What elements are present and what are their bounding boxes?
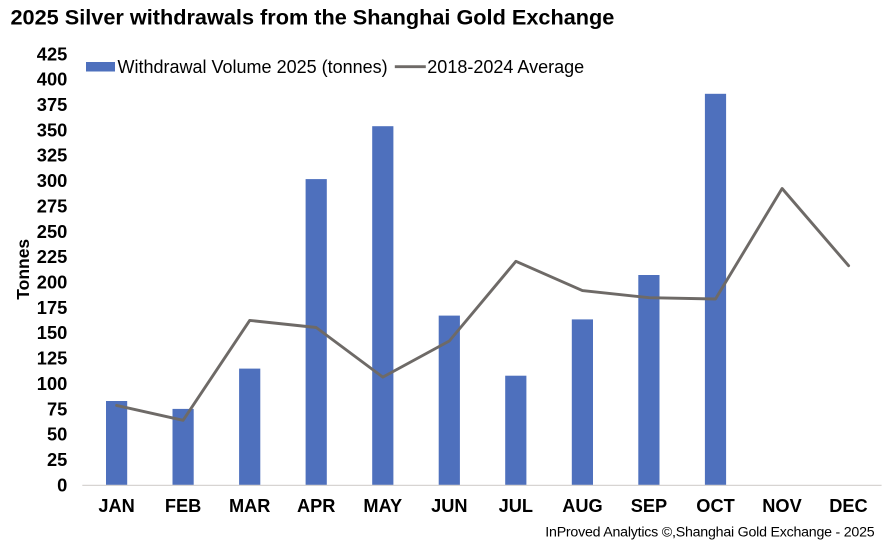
svg-text:MAR: MAR: [229, 496, 270, 516]
svg-text:DEC: DEC: [829, 496, 867, 516]
svg-text:175: 175: [37, 297, 68, 318]
svg-text:100: 100: [37, 373, 68, 394]
svg-text:300: 300: [37, 170, 68, 191]
svg-text:0: 0: [57, 474, 67, 495]
svg-text:150: 150: [37, 322, 68, 343]
svg-text:2025 Silver withdrawals from t: 2025 Silver withdrawals from the Shangha…: [11, 4, 615, 29]
svg-text:JUL: JUL: [499, 496, 533, 516]
svg-text:JUN: JUN: [431, 496, 467, 516]
svg-text:250: 250: [37, 221, 68, 242]
svg-text:InProved Analytics ©,Shanghai: InProved Analytics ©,Shanghai Gold Excha…: [545, 525, 874, 541]
svg-text:200: 200: [37, 272, 68, 293]
svg-text:APR: APR: [297, 496, 335, 516]
svg-text:375: 375: [37, 94, 68, 115]
svg-text:SEP: SEP: [631, 496, 667, 516]
svg-text:MAY: MAY: [363, 496, 402, 516]
svg-text:AUG: AUG: [562, 496, 602, 516]
svg-text:425: 425: [37, 43, 68, 64]
svg-text:NOV: NOV: [762, 496, 801, 516]
svg-text:275: 275: [37, 195, 68, 216]
svg-text:Tonnes: Tonnes: [13, 239, 33, 300]
svg-text:350: 350: [37, 119, 68, 140]
svg-text:225: 225: [37, 246, 68, 267]
svg-text:Withdrawal Volume 2025 (tonnes: Withdrawal Volume 2025 (tonnes): [118, 57, 388, 77]
svg-text:50: 50: [47, 424, 67, 445]
svg-text:75: 75: [47, 398, 67, 419]
svg-text:125: 125: [37, 348, 68, 369]
svg-text:2018-2024 Average: 2018-2024 Average: [427, 57, 584, 77]
svg-text:OCT: OCT: [696, 496, 734, 516]
svg-text:25: 25: [47, 449, 67, 470]
svg-text:325: 325: [37, 145, 68, 166]
svg-text:400: 400: [37, 69, 68, 90]
svg-text:FEB: FEB: [165, 496, 201, 516]
svg-text:JAN: JAN: [98, 496, 134, 516]
